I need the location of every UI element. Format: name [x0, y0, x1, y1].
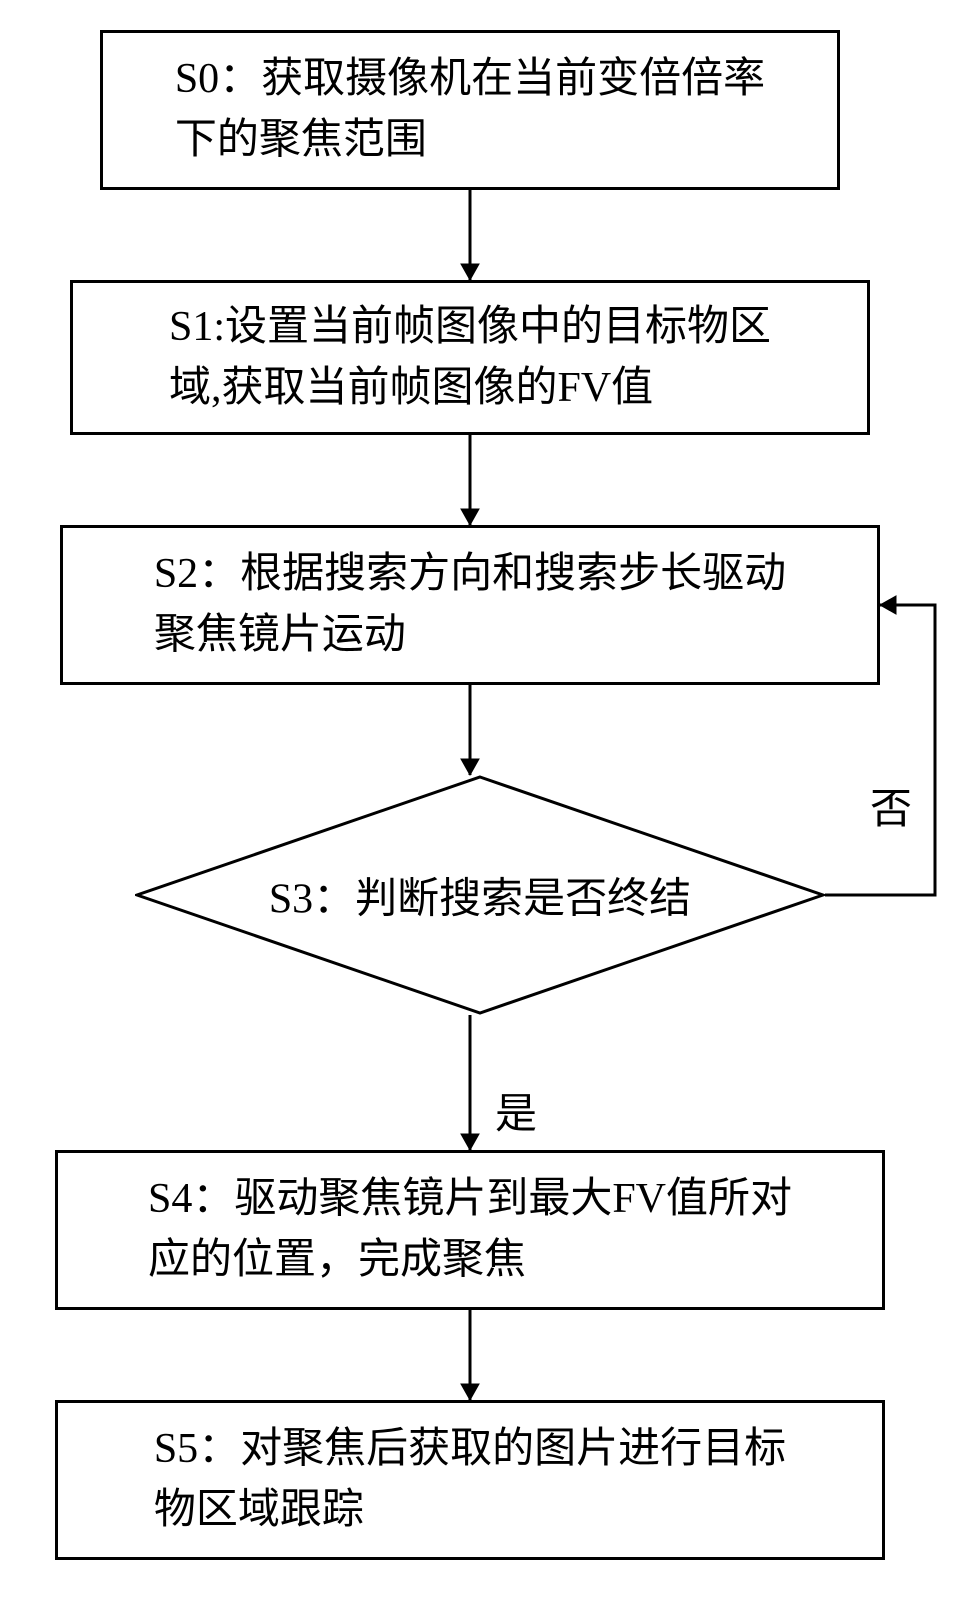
flow-arrow: [458, 423, 482, 537]
flow-step-text: S4：驱动聚焦镜片到最大FV值所对 应的位置，完成聚焦: [148, 1169, 792, 1291]
flow-step-text: S0：获取摄像机在当前变倍倍率 下的聚焦范围: [175, 49, 765, 171]
flow-step-s2: S2：根据搜索方向和搜索步长驱动 聚焦镜片运动: [60, 525, 880, 685]
flow-step-text: S2：根据搜索方向和搜索步长驱动 聚焦镜片运动: [154, 544, 786, 666]
flow-step-s0: S0：获取摄像机在当前变倍倍率 下的聚焦范围: [100, 30, 840, 190]
flow-arrow: [458, 178, 482, 292]
edge-label: 是: [495, 1080, 537, 1141]
flow-step-s1: S1:设置当前帧图像中的目标物区 域,获取当前帧图像的FV值: [70, 280, 870, 435]
flowchart-canvas: 是 否 S0：获取摄像机在当前变倍倍率 下的聚焦范围 S1:设置当前帧图像中的目标物…: [0, 0, 976, 1624]
flow-arrow: [458, 1298, 482, 1412]
flow-step-text: S1:设置当前帧图像中的目标物区 域,获取当前帧图像的FV值: [169, 297, 771, 419]
flow-arrow: [458, 1003, 482, 1162]
flow-step-s5: S5：对聚焦后获取的图片进行目标 物区域跟踪: [55, 1400, 885, 1560]
edge-label: 否: [870, 775, 912, 836]
flow-arrow: [458, 673, 482, 787]
flow-step-s4: S4：驱动聚焦镜片到最大FV值所对 应的位置，完成聚焦: [55, 1150, 885, 1310]
flow-step-text: S5：对聚焦后获取的图片进行目标 物区域跟踪: [154, 1419, 786, 1541]
flow-decision-text: S3：判断搜索是否终结: [269, 865, 691, 926]
flow-decision-s3: S3：判断搜索是否终结: [135, 775, 825, 1015]
